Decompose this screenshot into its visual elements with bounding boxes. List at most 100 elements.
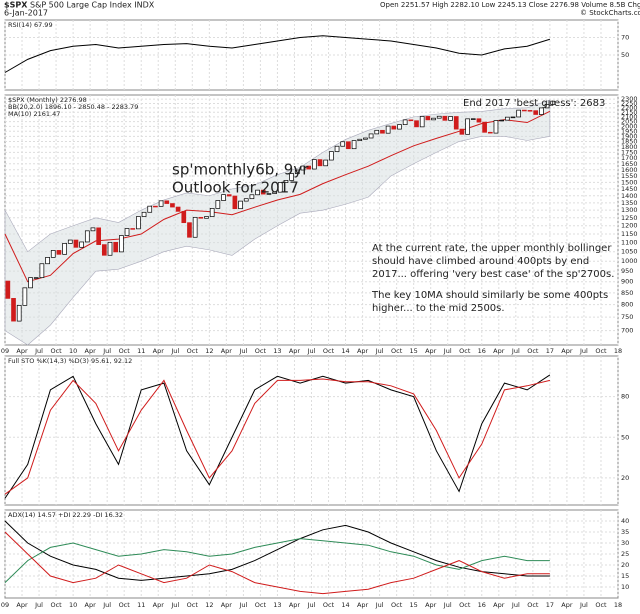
y-tick-label: 2200 xyxy=(621,104,638,112)
candle xyxy=(317,159,323,167)
y-tick-label: 35 xyxy=(621,528,629,536)
x-tick-label: 17 xyxy=(546,601,554,609)
candle xyxy=(101,244,107,256)
x-tick-label: Jul xyxy=(170,601,179,609)
x-tick-label: Apr xyxy=(16,601,28,609)
candle xyxy=(221,194,226,201)
indicator-line xyxy=(4,378,551,495)
candle xyxy=(204,216,209,219)
indicator-line xyxy=(4,374,551,499)
x-tick-label: Apr xyxy=(289,347,301,355)
x-tick-label: 09 xyxy=(1,347,9,355)
candle xyxy=(431,117,436,121)
y-tick-label: 40 xyxy=(621,517,629,525)
y-tick-label: 1800 xyxy=(621,143,638,151)
candle xyxy=(238,200,243,210)
y-tick-label: 15 xyxy=(621,572,629,580)
candle xyxy=(96,227,101,245)
y-tick-label: 1700 xyxy=(621,154,638,162)
candle xyxy=(380,129,385,134)
x-tick-label: Oct xyxy=(187,601,199,609)
candle xyxy=(107,241,113,256)
x-tick-label: Apr xyxy=(493,601,505,609)
candle xyxy=(147,205,153,213)
candle xyxy=(436,115,442,119)
x-tick-label: Oct xyxy=(527,601,539,609)
x-tick-label: 11 xyxy=(137,347,145,355)
x-tick-label: Oct xyxy=(323,347,335,355)
x-tick-label: Apr xyxy=(493,347,505,355)
candle xyxy=(119,235,124,253)
candle xyxy=(62,243,67,255)
y-tick-label: 1350 xyxy=(621,199,638,207)
candle xyxy=(397,124,402,130)
x-tick-label: 12 xyxy=(205,347,213,355)
candle xyxy=(550,100,556,105)
candle xyxy=(414,120,419,128)
legend-entry: BB(20,2.0) 1896.10 - 2850.48 - 2283.79 xyxy=(8,103,138,111)
candle xyxy=(67,239,73,244)
x-tick-label: Jul xyxy=(102,601,111,609)
candle xyxy=(368,133,374,139)
y-tick-label: 1650 xyxy=(621,160,638,168)
x-tick-label: Jul xyxy=(307,601,316,609)
x-tick-label: 10 xyxy=(69,347,77,355)
outlook-title: sp'monthly6b, 9yr xyxy=(172,161,309,179)
x-tick-label: Apr xyxy=(16,347,28,355)
candle xyxy=(164,200,170,204)
candle xyxy=(170,203,175,208)
candle xyxy=(499,119,504,122)
y-tick-label: 1450 xyxy=(621,185,638,193)
indicator-line xyxy=(4,531,550,595)
x-tick-label: Oct xyxy=(527,347,539,355)
x-tick-label: Jul xyxy=(238,601,247,609)
y-tick-label: 10 xyxy=(621,583,629,591)
x-tick-label: 16 xyxy=(478,601,486,609)
x-tick-label: Oct xyxy=(255,601,267,609)
candle xyxy=(187,222,192,238)
x-tick-label: Jul xyxy=(579,601,588,609)
candle xyxy=(374,129,380,135)
symbol: $SPX xyxy=(4,1,28,10)
x-tick-label: Oct xyxy=(391,347,403,355)
candle xyxy=(493,120,499,134)
x-tick-label: 14 xyxy=(341,347,349,355)
candle xyxy=(232,195,238,210)
candle xyxy=(22,287,28,306)
x-tick-label: Oct xyxy=(50,347,62,355)
y-tick-label: 70 xyxy=(621,34,629,42)
candle xyxy=(323,159,329,167)
quote: Open 2251.57 High 2282.10 Low 2245.13 Cl… xyxy=(380,1,640,9)
x-tick-label: 18 xyxy=(614,347,622,355)
indicator-line xyxy=(4,520,550,581)
candle xyxy=(351,140,357,150)
x-tick-label: Oct xyxy=(323,601,335,609)
candle xyxy=(255,189,260,196)
y-tick-label: 1750 xyxy=(621,148,638,156)
x-tick-label: 17 xyxy=(546,347,554,355)
x-tick-label: Oct xyxy=(595,601,607,609)
y-tick-label: 750 xyxy=(621,313,633,321)
candle xyxy=(289,173,294,181)
candle xyxy=(340,141,346,147)
candle xyxy=(346,141,351,150)
y-tick-label: 1500 xyxy=(621,178,638,186)
x-tick-label: Apr xyxy=(289,601,301,609)
candle xyxy=(516,109,522,118)
candle xyxy=(56,250,62,255)
x-tick-label: Jul xyxy=(307,347,316,355)
x-tick-label: 13 xyxy=(273,347,281,355)
candle xyxy=(306,165,311,170)
candle xyxy=(209,208,215,217)
y-tick-label: 800 xyxy=(621,301,633,309)
x-tick-label: Oct xyxy=(187,347,199,355)
y-tick-label: 1550 xyxy=(621,172,638,180)
indicator-line xyxy=(4,35,551,73)
x-tick-label: 15 xyxy=(410,347,418,355)
candle xyxy=(391,125,397,130)
x-tick-label: 11 xyxy=(137,601,145,609)
y-tick-label: 2000 xyxy=(621,122,638,130)
x-tick-label: Oct xyxy=(255,347,267,355)
candle xyxy=(476,118,482,123)
